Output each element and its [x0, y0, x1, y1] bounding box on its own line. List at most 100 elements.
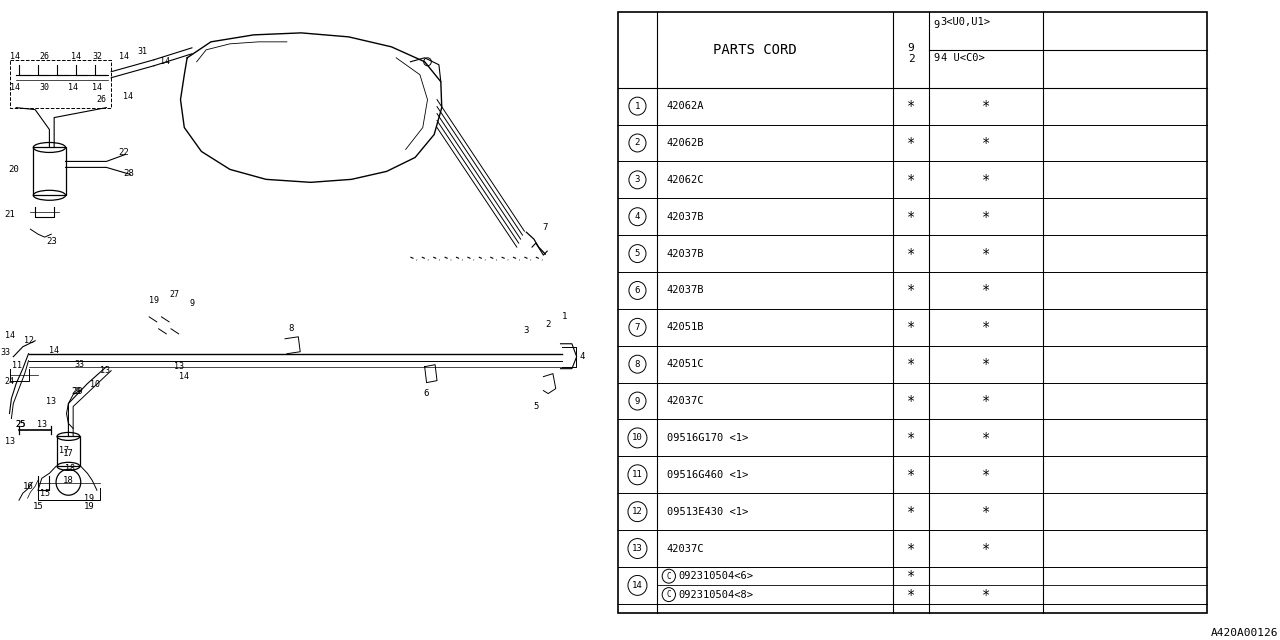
Text: *: * — [982, 468, 991, 482]
Text: 42037B: 42037B — [667, 248, 704, 259]
Text: 14: 14 — [119, 52, 128, 61]
Text: 31: 31 — [137, 47, 147, 56]
Text: 6: 6 — [635, 286, 640, 295]
Text: 33: 33 — [1, 348, 10, 357]
Text: *: * — [908, 136, 915, 150]
Text: 42051C: 42051C — [667, 359, 704, 369]
Text: 092310504<6>: 092310504<6> — [678, 571, 754, 581]
Text: *: * — [908, 431, 915, 445]
Text: 5: 5 — [635, 249, 640, 258]
Text: *: * — [908, 173, 915, 187]
Bar — [33, 147, 65, 195]
Text: 1: 1 — [562, 312, 567, 321]
Text: *: * — [908, 588, 915, 602]
Text: 42062C: 42062C — [667, 175, 704, 185]
Text: *: * — [982, 394, 991, 408]
Text: *: * — [908, 468, 915, 482]
Text: *: * — [908, 541, 915, 556]
Text: 15: 15 — [32, 502, 44, 511]
Text: 14: 14 — [123, 92, 133, 101]
Text: 28: 28 — [123, 169, 133, 178]
Text: 09513E430 <1>: 09513E430 <1> — [667, 507, 749, 516]
Text: 21: 21 — [4, 210, 15, 219]
Text: C: C — [667, 572, 671, 580]
Text: 14: 14 — [92, 83, 102, 92]
Text: *: * — [982, 505, 991, 518]
Text: 09516G170 <1>: 09516G170 <1> — [667, 433, 749, 443]
Text: *: * — [908, 284, 915, 298]
Text: 9: 9 — [189, 300, 195, 308]
Text: 10: 10 — [632, 433, 643, 442]
Text: 11: 11 — [632, 470, 643, 479]
Text: 13: 13 — [37, 420, 47, 429]
Text: 3: 3 — [635, 175, 640, 184]
Text: 22: 22 — [118, 148, 129, 157]
Text: 13: 13 — [5, 437, 14, 446]
Text: 4: 4 — [635, 212, 640, 221]
Text: *: * — [908, 320, 915, 334]
Text: 14: 14 — [632, 581, 643, 590]
Text: 092310504<8>: 092310504<8> — [678, 589, 754, 600]
Text: 42062B: 42062B — [667, 138, 704, 148]
Text: 17: 17 — [63, 449, 74, 458]
Text: 19: 19 — [84, 493, 95, 502]
Text: *: * — [908, 246, 915, 260]
Bar — [58, 436, 79, 467]
Text: 12: 12 — [632, 507, 643, 516]
Text: 19: 19 — [84, 502, 95, 511]
Text: 42037B: 42037B — [667, 212, 704, 221]
Text: 8: 8 — [635, 360, 640, 369]
Text: 14: 14 — [179, 372, 189, 381]
Text: 30: 30 — [40, 83, 50, 92]
Text: *: * — [908, 569, 915, 583]
Text: 9: 9 — [933, 53, 940, 63]
Text: 26: 26 — [97, 95, 106, 104]
Text: *: * — [982, 541, 991, 556]
Text: 2: 2 — [545, 321, 550, 330]
Text: 13: 13 — [100, 366, 110, 375]
Text: 13: 13 — [174, 362, 183, 371]
Text: 4: 4 — [580, 352, 585, 361]
Text: 3: 3 — [524, 326, 529, 335]
Text: 9: 9 — [635, 397, 640, 406]
Text: 42037C: 42037C — [667, 396, 704, 406]
Text: 10: 10 — [90, 380, 100, 389]
Text: A420A00126: A420A00126 — [1211, 628, 1279, 637]
Text: 16: 16 — [23, 482, 33, 491]
Text: *: * — [908, 394, 915, 408]
Bar — [617, 12, 1207, 612]
Text: PARTS CORD: PARTS CORD — [713, 43, 797, 57]
Text: 13: 13 — [632, 544, 643, 553]
Text: 14: 14 — [49, 346, 59, 355]
Text: 14: 14 — [160, 57, 170, 67]
Text: *: * — [982, 284, 991, 298]
Text: *: * — [982, 246, 991, 260]
Text: 18: 18 — [65, 464, 76, 473]
Text: *: * — [908, 357, 915, 371]
Text: 14: 14 — [70, 52, 81, 61]
Text: 42037B: 42037B — [667, 285, 704, 296]
Text: *: * — [982, 588, 991, 602]
Text: *: * — [982, 210, 991, 224]
Text: 13: 13 — [46, 397, 56, 406]
Text: 15: 15 — [40, 489, 50, 498]
Text: 33: 33 — [74, 360, 84, 369]
Text: 2: 2 — [635, 138, 640, 147]
Text: 29: 29 — [70, 387, 81, 396]
Text: 14: 14 — [5, 332, 14, 340]
Text: 27: 27 — [170, 291, 179, 300]
Text: 9
2: 9 2 — [908, 44, 914, 64]
Text: 7: 7 — [543, 223, 548, 232]
Text: 17: 17 — [59, 446, 69, 455]
Text: 9: 9 — [933, 20, 940, 30]
Text: 12: 12 — [23, 336, 33, 345]
Text: *: * — [982, 357, 991, 371]
Text: *: * — [908, 210, 915, 224]
Text: *: * — [982, 99, 991, 113]
Text: 8: 8 — [288, 324, 293, 333]
Text: 5: 5 — [534, 402, 539, 411]
Text: 19: 19 — [148, 296, 159, 305]
Text: 32: 32 — [92, 52, 102, 61]
Text: 42037C: 42037C — [667, 543, 704, 554]
Text: *: * — [982, 431, 991, 445]
